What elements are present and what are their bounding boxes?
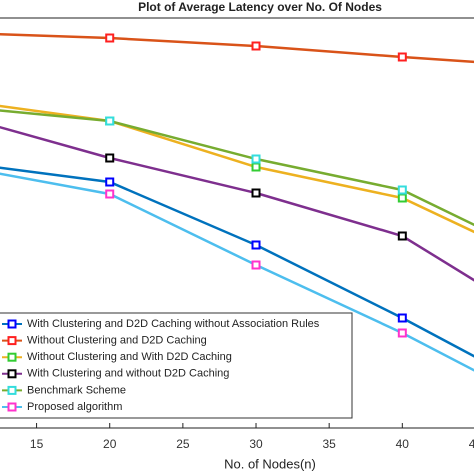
legend-label: Without Clustering and With D2D Caching — [27, 351, 232, 363]
marker — [105, 153, 115, 163]
chart-title: Plot of Average Latency over No. Of Node… — [138, 0, 382, 14]
legend-label: With Clustering and without D2D Caching — [27, 368, 229, 380]
lines — [0, 32, 474, 372]
marker — [397, 193, 407, 203]
legend-marker — [7, 369, 17, 379]
legend-marker — [7, 352, 17, 362]
marker — [251, 188, 261, 198]
marker — [251, 41, 261, 51]
marker — [397, 328, 407, 338]
marker — [251, 260, 261, 270]
marker — [105, 177, 115, 187]
marker — [397, 52, 407, 62]
marker — [397, 313, 407, 323]
legend-marker — [7, 336, 17, 346]
marker — [105, 116, 115, 126]
x-axis-label: No. of Nodes(n) — [224, 456, 316, 471]
marker — [105, 189, 115, 199]
x-tick-label: 15 — [30, 437, 44, 451]
x-tick-label: 45 — [469, 437, 474, 451]
legend-label: With Clustering and D2D Caching without … — [27, 318, 320, 330]
marker — [397, 185, 407, 195]
x-tick-label: 20 — [103, 437, 117, 451]
marker — [251, 162, 261, 172]
legend-label: Proposed algorithm — [27, 401, 122, 413]
x-tick-label: 30 — [249, 437, 263, 451]
marker — [251, 154, 261, 164]
marker — [105, 33, 115, 43]
legend-label: Benchmark Scheme — [27, 384, 126, 396]
x-tick-label: 35 — [322, 437, 336, 451]
legend-marker — [7, 402, 17, 412]
x-tick-label: 25 — [176, 437, 190, 451]
marker — [397, 231, 407, 241]
legend: With Clustering and D2D Caching without … — [0, 312, 353, 419]
x-tick-label: 40 — [396, 437, 410, 451]
legend-marker — [7, 385, 17, 395]
marker — [251, 240, 261, 250]
legend-box — [0, 312, 353, 419]
legend-marker — [7, 319, 17, 329]
legend-label: Without Clustering and D2D Caching — [27, 335, 207, 347]
